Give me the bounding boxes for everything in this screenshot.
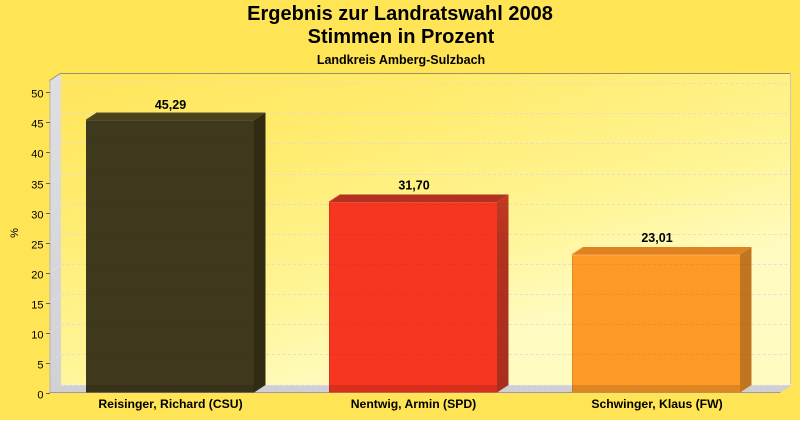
svg-text:Ergebnis zur Landratswahl 2008: Ergebnis zur Landratswahl 2008	[247, 3, 553, 25]
svg-text:23,01: 23,01	[641, 231, 672, 245]
svg-text:50: 50	[31, 89, 43, 101]
svg-text:Nentwig, Armin (SPD): Nentwig, Armin (SPD)	[351, 397, 477, 411]
svg-text:45,29: 45,29	[155, 98, 186, 112]
svg-text:20: 20	[31, 270, 43, 282]
svg-text:5: 5	[37, 360, 43, 372]
svg-text:Reisinger, Richard (CSU): Reisinger, Richard (CSU)	[98, 397, 242, 411]
svg-text:30: 30	[31, 210, 43, 222]
svg-text:31,70: 31,70	[398, 179, 429, 193]
svg-text:45: 45	[31, 119, 43, 131]
svg-text:Schwinger, Klaus (FW): Schwinger, Klaus (FW)	[591, 397, 722, 411]
svg-text:Landkreis Amberg-Sulzbach: Landkreis Amberg-Sulzbach	[317, 53, 485, 67]
svg-text:%: %	[9, 228, 21, 238]
svg-text:15: 15	[31, 300, 43, 312]
svg-text:40: 40	[31, 149, 43, 161]
svg-text:25: 25	[31, 240, 43, 252]
svg-text:Stimmen in Prozent: Stimmen in Prozent	[308, 26, 495, 48]
svg-text:35: 35	[31, 180, 43, 192]
svg-text:0: 0	[37, 390, 43, 402]
svg-text:10: 10	[31, 330, 43, 342]
